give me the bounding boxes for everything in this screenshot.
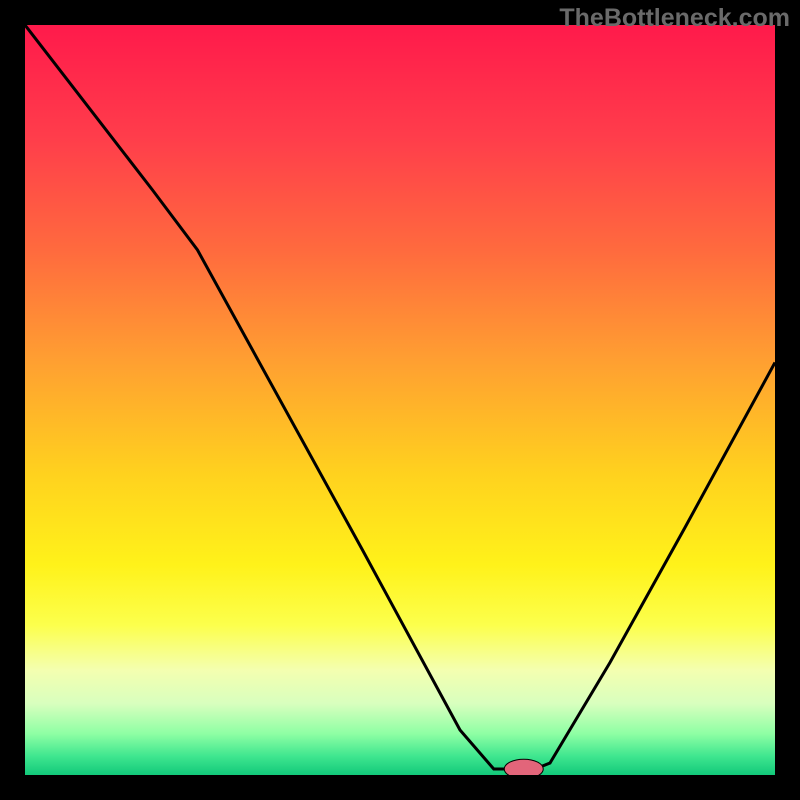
- plot-svg: [25, 25, 775, 775]
- minimum-marker: [504, 759, 543, 775]
- gradient-background: [25, 25, 775, 775]
- watermark-text: TheBottleneck.com: [559, 4, 790, 33]
- chart-frame: TheBottleneck.com: [0, 0, 800, 800]
- plot-area: [25, 25, 775, 775]
